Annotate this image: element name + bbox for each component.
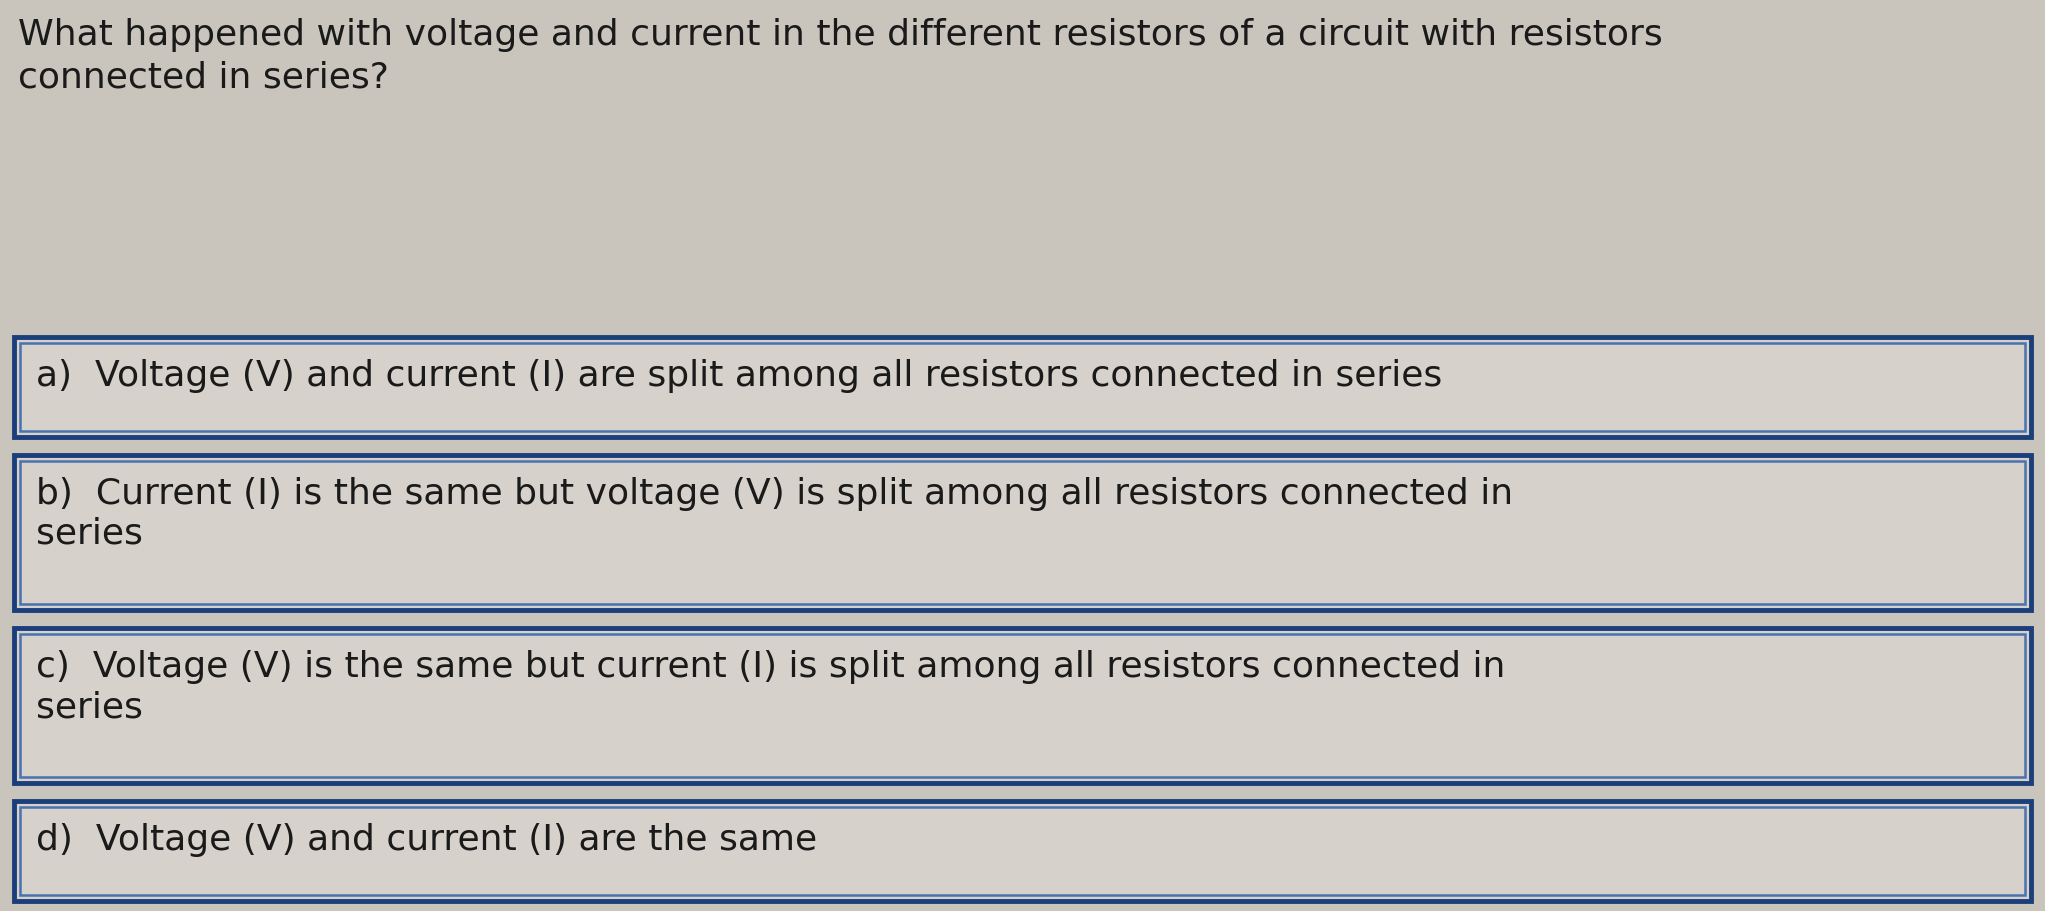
Text: connected in series?: connected in series? — [18, 60, 389, 94]
Bar — [14, 337, 2031, 437]
Bar — [14, 801, 2031, 901]
Bar — [20, 634, 2025, 777]
Bar — [20, 343, 2025, 431]
Bar — [20, 461, 2025, 604]
Bar — [14, 628, 2031, 783]
Text: a)  Voltage (V) and current (I) are split among all resistors connected in serie: a) Voltage (V) and current (I) are split… — [37, 359, 1442, 393]
Text: c)  Voltage (V) is the same but current (I) is split among all resistors connect: c) Voltage (V) is the same but current (… — [37, 650, 1505, 684]
Bar — [20, 807, 2025, 895]
Text: d)  Voltage (V) and current (I) are the same: d) Voltage (V) and current (I) are the s… — [37, 823, 818, 857]
Bar — [14, 455, 2031, 610]
Text: series: series — [37, 517, 143, 551]
Text: What happened with voltage and current in the different resistors of a circuit w: What happened with voltage and current i… — [18, 18, 1663, 52]
Text: series: series — [37, 690, 143, 724]
Text: b)  Current (I) is the same but voltage (V) is split among all resistors connect: b) Current (I) is the same but voltage (… — [37, 477, 1513, 511]
